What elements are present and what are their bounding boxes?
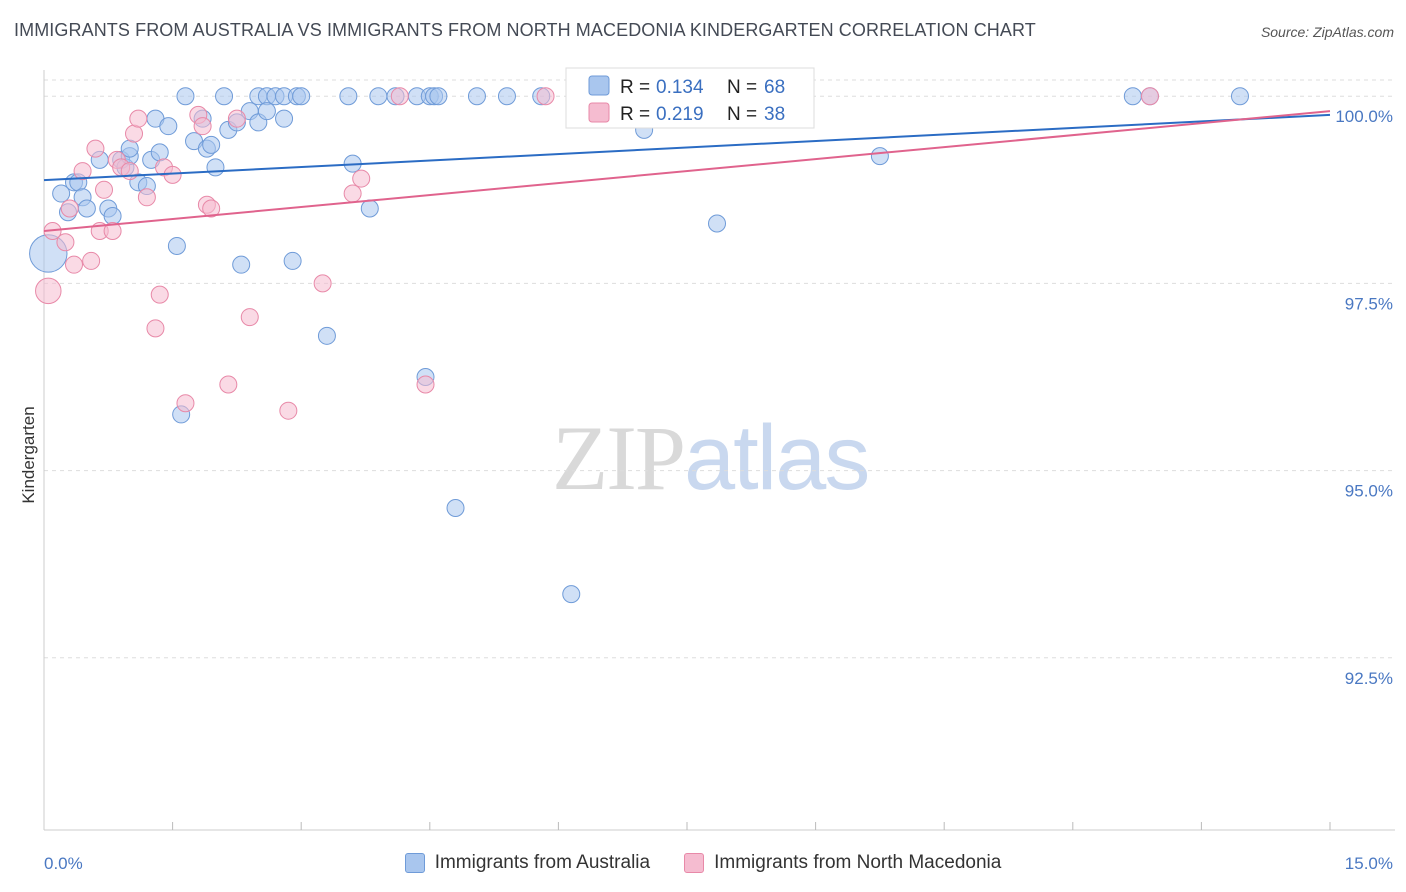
point-australia xyxy=(206,158,225,177)
point-australia xyxy=(232,255,251,274)
point-australia xyxy=(202,135,221,154)
point-australia xyxy=(708,214,727,233)
point-north-macedonia xyxy=(103,221,122,240)
point-australia xyxy=(275,109,294,128)
point-north-macedonia xyxy=(352,169,371,188)
point-north-macedonia xyxy=(193,117,212,136)
series-australia-points xyxy=(29,87,1249,604)
y-axis-label: Kindergarten xyxy=(19,406,38,503)
stats-n-value-north-macedonia: 38 xyxy=(764,104,785,125)
point-australia xyxy=(870,147,889,166)
legend-label-australia: Immigrants from Australia xyxy=(434,852,651,873)
point-north-macedonia xyxy=(416,375,435,394)
point-north-macedonia xyxy=(146,319,165,338)
point-north-macedonia xyxy=(313,274,332,293)
point-north-macedonia xyxy=(279,401,298,420)
trend-line-australia xyxy=(43,113,1331,182)
axes xyxy=(43,70,1395,831)
stats-legend: R = 0.134 N = 68 R = 0.219 N = 38 xyxy=(565,67,815,129)
point-australia xyxy=(446,499,465,518)
point-australia xyxy=(77,199,96,218)
x-tick-label-min: 0.0% xyxy=(44,854,83,873)
stats-n-label-north-macedonia: N = xyxy=(727,104,757,125)
tick-labels: 100.0% 97.5% 95.0% 92.5% 0.0% 15.0% xyxy=(44,107,1393,873)
point-north-macedonia xyxy=(120,162,139,181)
point-north-macedonia xyxy=(60,199,79,218)
stats-r-label-australia: R = xyxy=(620,77,650,98)
stats-r-label-north-macedonia: R = xyxy=(620,104,650,125)
point-australia xyxy=(257,102,276,121)
point-australia xyxy=(176,87,195,106)
point-north-macedonia xyxy=(35,277,62,305)
chart-title: IMMIGRANTS FROM AUSTRALIA VS IMMIGRANTS … xyxy=(14,20,1036,40)
point-north-macedonia xyxy=(86,139,105,158)
point-north-macedonia xyxy=(129,109,148,128)
point-australia xyxy=(1230,87,1249,106)
watermark-zip: ZIP xyxy=(552,407,686,509)
point-australia xyxy=(369,87,388,106)
series-north-macedonia-points xyxy=(35,87,1159,420)
point-north-macedonia xyxy=(73,162,92,181)
legend-swatch-australia xyxy=(404,853,425,873)
y-tick-label: 92.5% xyxy=(1345,669,1393,688)
watermark-atlas: atlas xyxy=(684,407,870,509)
point-north-macedonia xyxy=(240,308,259,327)
point-australia xyxy=(317,326,336,345)
trend-line-north-macedonia xyxy=(43,110,1331,232)
point-north-macedonia xyxy=(536,87,555,106)
point-australia xyxy=(429,87,448,106)
stats-n-label-australia: N = xyxy=(727,77,757,98)
point-north-macedonia xyxy=(390,87,409,106)
point-australia xyxy=(360,199,379,218)
point-north-macedonia xyxy=(1140,87,1159,106)
legend-item-australia: Immigrants from Australia xyxy=(404,852,651,874)
point-north-macedonia xyxy=(343,184,362,203)
point-north-macedonia xyxy=(176,394,195,413)
point-australia xyxy=(103,207,122,226)
legend-label-north-macedonia: Immigrants from North Macedonia xyxy=(714,852,1002,873)
trend-lines xyxy=(43,110,1331,232)
point-north-macedonia xyxy=(202,199,221,218)
y-tick-label: 95.0% xyxy=(1345,482,1393,501)
y-tick-label: 100.0% xyxy=(1335,107,1393,126)
point-australia xyxy=(159,117,178,136)
point-australia xyxy=(292,87,311,106)
point-north-macedonia xyxy=(227,109,246,128)
point-australia xyxy=(167,236,186,255)
point-australia xyxy=(339,87,358,106)
stats-n-value-australia: 68 xyxy=(764,77,785,98)
point-north-macedonia xyxy=(82,251,101,270)
point-australia xyxy=(52,184,71,203)
point-north-macedonia xyxy=(219,375,238,394)
point-australia xyxy=(150,143,169,162)
point-australia xyxy=(562,585,581,604)
x-tick-label-max: 15.0% xyxy=(1345,854,1393,873)
stats-r-value-australia: 0.134 xyxy=(656,77,704,98)
point-north-macedonia xyxy=(56,233,75,252)
point-north-macedonia xyxy=(150,285,169,304)
stats-legend-swatch-australia xyxy=(588,75,610,96)
point-australia xyxy=(283,251,302,270)
point-australia xyxy=(497,87,516,106)
source-credit: Source: ZipAtlas.com xyxy=(1260,24,1394,40)
point-north-macedonia xyxy=(137,188,156,207)
point-australia xyxy=(467,87,486,106)
legend-item-north-macedonia: Immigrants from North Macedonia xyxy=(684,852,1001,874)
point-north-macedonia xyxy=(95,180,114,199)
legend-swatch-north-macedonia xyxy=(684,853,705,873)
stats-r-value-north-macedonia: 0.219 xyxy=(656,104,704,125)
series-legend: Immigrants from Australia Immigrants fro… xyxy=(0,852,1406,874)
point-australia xyxy=(215,87,234,106)
point-north-macedonia xyxy=(125,124,144,143)
watermark: ZIPatlas xyxy=(552,405,870,511)
point-australia xyxy=(1123,87,1142,106)
point-north-macedonia xyxy=(65,255,84,274)
y-tick-label: 97.5% xyxy=(1345,294,1393,313)
stats-legend-swatch-north-macedonia xyxy=(588,102,610,123)
grid-lines xyxy=(44,79,1395,659)
